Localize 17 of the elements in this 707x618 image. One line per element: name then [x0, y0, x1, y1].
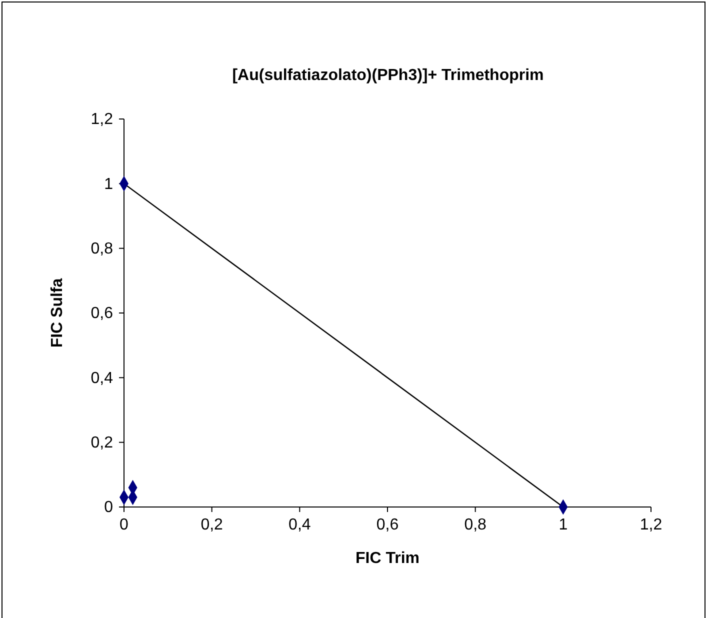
y-tick-label: 0,6 [90, 305, 114, 322]
x-tick-label: 0,6 [376, 516, 399, 534]
x-axis-title: FIC Trim [355, 550, 420, 567]
y-tick-label: 1 [104, 176, 114, 193]
x-tick-label: 0,8 [464, 516, 487, 534]
y-tick-label: 1,2 [90, 111, 114, 128]
y-tick-label: 0 [104, 499, 114, 516]
x-tick-label: 1 [558, 516, 568, 534]
x-tick-label: 1,2 [640, 516, 662, 534]
x-tick-label: 0 [120, 516, 129, 534]
y-tick-label: 0,4 [90, 370, 114, 387]
x-tick-label: 0,4 [288, 516, 311, 534]
x-tick-label: 0,2 [200, 516, 224, 534]
y-tick-label: 0,8 [90, 240, 114, 258]
y-axis-title: FIC Sulfa [49, 278, 66, 348]
y-tick-label: 0,2 [90, 434, 114, 452]
chart-title: [Au(sulfatiazolato)(PPh3)]+ Trimethoprim [232, 67, 544, 84]
